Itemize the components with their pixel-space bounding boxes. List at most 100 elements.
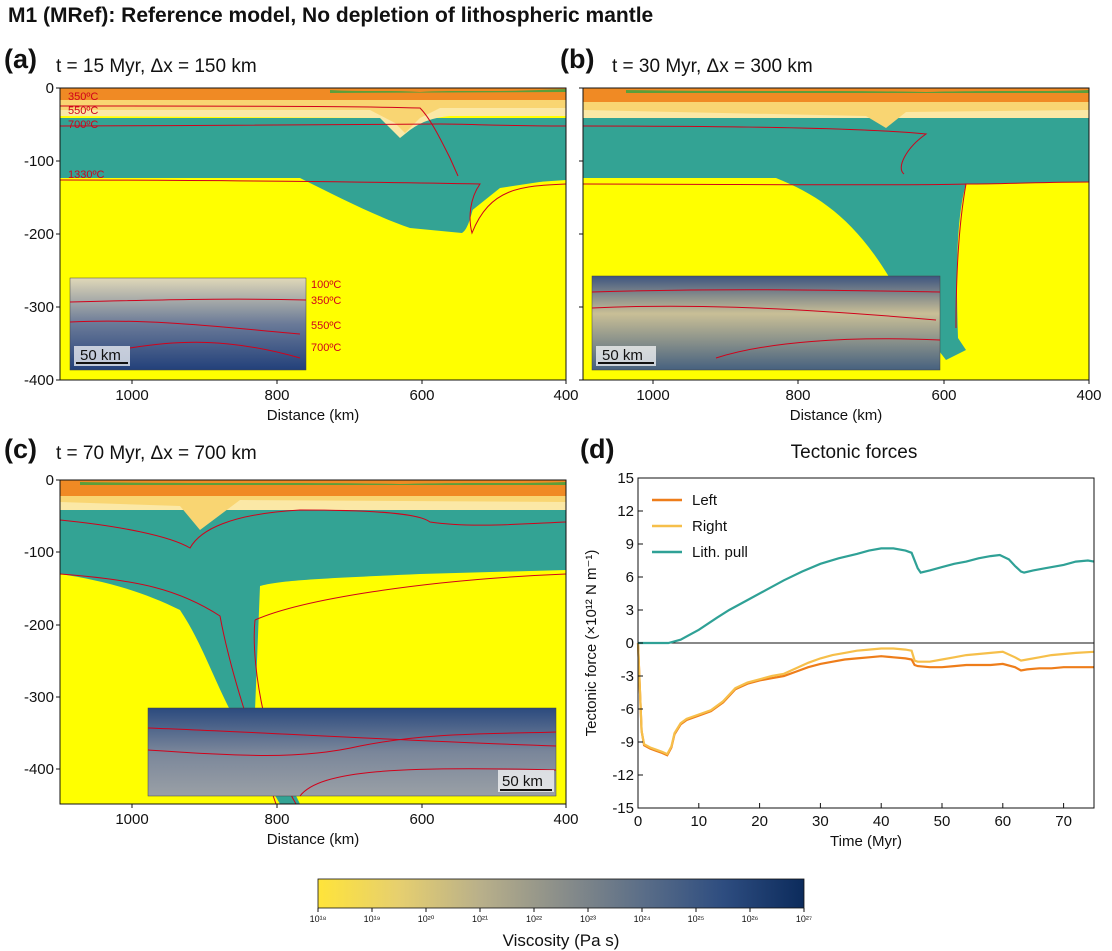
series-line-lith-pull — [638, 547, 1095, 645]
panel-a-ytick: 0 — [46, 80, 54, 97]
y-tick-label: 12 — [617, 503, 634, 520]
panel-b-inset: 50 km — [591, 275, 941, 371]
figure-title: M1 (MRef): Reference model, No depletion… — [8, 4, 654, 27]
panel-c-ytick: -200 — [24, 617, 54, 634]
panel-a-ytick: -400 — [24, 372, 54, 389]
colorbar-tick-label: 10¹⁸ — [310, 914, 327, 924]
upper-crust — [60, 88, 566, 100]
x-tick-label: 20 — [751, 813, 768, 830]
panel-c-xtick: 800 — [264, 811, 289, 828]
isotherm-350: 350ºC — [68, 91, 98, 103]
x-tick-label: 70 — [1055, 813, 1072, 830]
y-tick-label: 15 — [617, 470, 634, 487]
panel-c-label: (c) — [4, 434, 37, 464]
panel-c-xlabel: Distance (km) — [267, 831, 360, 848]
panel-c-plot: 50 km 0 -100 -200 -300 -400 1000 800 600… — [24, 472, 579, 848]
panel-b-xtick: 800 — [785, 387, 810, 404]
panel-a-ytick: -100 — [24, 153, 54, 170]
y-tick-label: -9 — [621, 734, 634, 751]
panel-b-xtick: 1000 — [636, 387, 669, 404]
panel-c-xtick: 1000 — [115, 811, 148, 828]
isotherm-700: 700ºC — [68, 119, 98, 131]
panel-c-title: t = 70 Myr, Δx = 700 km — [56, 443, 257, 464]
panel-b-plot: 50 km 1000 800 600 400 Distance (km) — [579, 87, 1102, 424]
panel-c-frame — [59, 479, 567, 805]
colorbar-tick-label: 10²¹ — [472, 914, 488, 924]
panel-a-ytick: -200 — [24, 226, 54, 243]
colorbar-tick-label: 10²³ — [580, 914, 596, 924]
y-tick-label: 9 — [626, 536, 634, 553]
lithospheric-mantle — [60, 510, 566, 804]
panel-b-xtick: 400 — [1076, 387, 1101, 404]
y-tick-label: -6 — [621, 701, 634, 718]
chart-xlabel: Time (Myr) — [830, 833, 902, 850]
panel-c-xaxis: 1000 800 600 400 Distance (km) — [115, 804, 579, 848]
colorbar-tick-label: 10²⁶ — [742, 914, 759, 924]
surface-sediments — [330, 89, 566, 93]
panel-c-ytick: -400 — [24, 761, 54, 778]
panel-a-label: (a) — [4, 44, 37, 74]
lithospheric-mantle — [583, 118, 1089, 360]
panel-c-inset: 50 km — [147, 707, 557, 797]
y-tick-label: -3 — [621, 668, 634, 685]
panel-b-xlabel: Distance (km) — [790, 407, 883, 424]
panel-b-scalebar: 50 km — [602, 347, 643, 364]
panel-d-label: (d) — [580, 434, 615, 464]
colorbar-tick-label: 10²⁷ — [796, 914, 812, 924]
colorbar-tick-label: 10²² — [526, 914, 542, 924]
panel-c-xtick: 600 — [409, 811, 434, 828]
y-tick-label: 3 — [626, 602, 634, 619]
panel-c-scalebar: 50 km — [502, 773, 543, 790]
x-tick-label: 30 — [812, 813, 829, 830]
colorbar-tick-label: 10¹⁹ — [364, 914, 381, 924]
panel-a-xtick: 800 — [264, 387, 289, 404]
panel-a-plot: 350ºC 550ºC 700ºC 1330ºC 100ºC 350ºC 550… — [24, 80, 579, 424]
panel-a-ytick: -300 — [24, 299, 54, 316]
panel-a-xaxis: 1000 800 600 400 Distance (km) — [115, 380, 579, 424]
colorbar-tick-label: 10²⁰ — [418, 914, 435, 924]
colorbar-tick-label: 10²⁵ — [688, 914, 705, 924]
panel-b-label: (b) — [560, 44, 595, 74]
chart-frame — [637, 477, 1095, 809]
panel-b-yaxis — [579, 87, 583, 381]
inset-isotherm-100: 100ºC — [311, 279, 341, 291]
panel-a-xlabel: Distance (km) — [267, 407, 360, 424]
y-tick-label: 0 — [626, 635, 634, 652]
panel-c-ytick: -300 — [24, 689, 54, 706]
y-tick-label: -12 — [612, 767, 634, 784]
panel-a-scalebar: 50 km — [80, 347, 121, 364]
isotherm-550: 550ºC — [68, 105, 98, 117]
panel-c-yaxis: 0 -100 -200 -300 -400 — [24, 472, 60, 778]
viscosity-colorbar: 10¹⁸ 10¹⁹ 10²⁰ 10²¹ 10²² 10²³ 10²⁴ 10²⁵ 10²⁶ 10²⁷… — [310, 878, 812, 950]
x-tick-label: 40 — [873, 813, 890, 830]
inset-isotherm-350: 350ºC — [311, 295, 341, 307]
panel-a-xtick: 400 — [553, 387, 578, 404]
colorbar-title: Viscosity (Pa s) — [503, 931, 620, 950]
panel-c-ytick: 0 — [46, 472, 54, 489]
panel-a-yaxis: 0 -100 -200 -300 -400 — [24, 80, 60, 389]
legend-label: Right — [692, 518, 728, 535]
y-tick-label: 6 — [626, 569, 634, 586]
panel-c-ytick: -100 — [24, 544, 54, 561]
panel-b-xaxis: 1000 800 600 400 Distance (km) — [636, 380, 1102, 424]
lithospheric-mantle — [60, 118, 566, 233]
panel-b-xtick: 600 — [931, 387, 956, 404]
isotherm-1330: 1330ºC — [68, 169, 104, 181]
chart-title: Tectonic forces — [791, 442, 918, 463]
colorbar-gradient — [317, 878, 805, 909]
panel-c-xtick: 400 — [553, 811, 578, 828]
x-tick-label: 60 — [994, 813, 1011, 830]
x-tick-label: 10 — [690, 813, 707, 830]
legend-label: Left — [692, 492, 718, 509]
panel-a-inset: 100ºC 350ºC 550ºC 700ºC 50 km — [69, 277, 341, 371]
inset-isotherm-550: 550ºC — [311, 320, 341, 332]
y-tick-label: -15 — [612, 800, 634, 817]
legend-label: Lith. pull — [692, 544, 748, 561]
x-tick-label: 50 — [934, 813, 951, 830]
colorbar-tick-label: 10²⁴ — [634, 914, 651, 924]
series-line-right — [636, 642, 1095, 756]
panel-a-title: t = 15 Myr, Δx = 150 km — [56, 56, 257, 77]
x-tick-label: 0 — [634, 813, 642, 830]
panel-a-xtick: 600 — [409, 387, 434, 404]
tectonic-forces-chart: Tectonic forces Tectonic force (×10¹² N … — [583, 442, 1095, 850]
